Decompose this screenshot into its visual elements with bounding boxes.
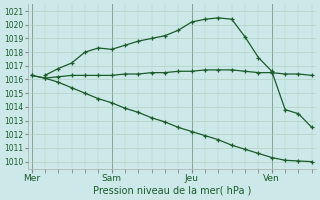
X-axis label: Pression niveau de la mer( hPa ): Pression niveau de la mer( hPa ) (92, 186, 251, 196)
